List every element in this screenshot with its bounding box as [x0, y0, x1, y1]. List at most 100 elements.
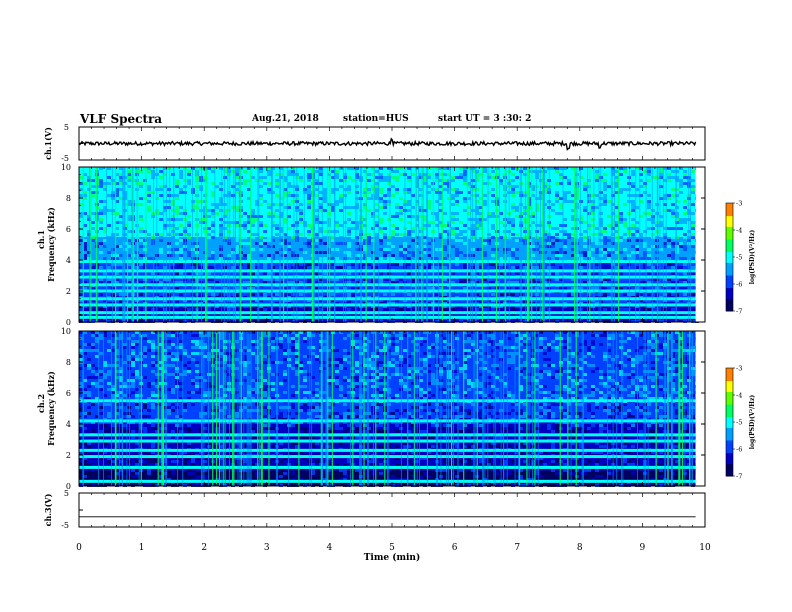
spectrum-cell — [99, 227, 103, 230]
spectrum-cell — [667, 194, 671, 197]
spectrum-cell — [399, 206, 403, 209]
spectrum-cell — [227, 221, 231, 224]
spectrum-cell — [175, 257, 179, 260]
spectrum-cell — [175, 314, 179, 317]
spectrum-cell — [555, 272, 559, 275]
spectrum-cell — [463, 230, 467, 233]
spectrum-cell — [175, 233, 179, 236]
spectrum-cell — [159, 266, 163, 269]
spectrum-cell — [91, 239, 95, 242]
spectrum-cell — [471, 179, 475, 182]
spectrum-cell — [247, 239, 251, 242]
spectrum-cell — [159, 188, 163, 191]
spectrum-cell — [359, 248, 363, 251]
spectrum-cell — [235, 176, 239, 179]
spectrum-cell — [151, 236, 155, 239]
spectrum-cell — [631, 209, 635, 212]
spectrum-cell — [387, 182, 391, 185]
spectrum-cell — [79, 388, 83, 391]
spectrum-cell — [287, 206, 291, 209]
spectrum-cell — [187, 242, 191, 245]
spectrum-cell — [303, 221, 307, 224]
spectrum-cell — [647, 266, 651, 269]
spectrum-cell — [491, 188, 495, 191]
spectrum-cell — [487, 194, 491, 197]
spectrum-cell — [251, 209, 255, 212]
spectrum-cell — [679, 224, 683, 227]
spectrum-cell — [379, 248, 383, 251]
spectrum-cell — [627, 173, 631, 176]
spectrum-cell — [411, 245, 415, 248]
spectrum-cell — [595, 239, 599, 242]
spectrum-cell — [143, 230, 147, 233]
spectrum-cell — [511, 251, 515, 254]
spectrum-cell — [267, 233, 271, 236]
spectrum-cell — [187, 224, 191, 227]
spectrum-cell — [667, 245, 671, 248]
spectrum-cell — [147, 266, 151, 269]
spectrum-cell — [551, 203, 555, 206]
spectrum-cell — [595, 248, 599, 251]
spectrum-cell — [691, 230, 695, 233]
spectrum-cell — [463, 176, 467, 179]
spectrum-cell — [559, 266, 563, 269]
spectrum-cell — [111, 209, 115, 212]
spectrum-cell — [79, 382, 83, 385]
spectrum-cell — [323, 242, 327, 245]
spectrum-cell — [443, 188, 447, 191]
spectrum-cell — [227, 224, 231, 227]
spectrum-cell — [147, 194, 151, 197]
spectrum-cell — [351, 188, 355, 191]
spectrum-cell — [471, 266, 475, 269]
spectrum-cell — [651, 221, 655, 224]
spectrum-cell — [535, 266, 539, 269]
spectrum-cell — [235, 170, 239, 173]
spectrum-cell — [627, 248, 631, 251]
spectrum-cell — [551, 224, 555, 227]
spectrum-cell — [623, 170, 627, 173]
spectrum-cell — [595, 227, 599, 230]
spectrum-cell — [483, 194, 487, 197]
spectrum-cell — [563, 176, 567, 179]
spectrum-cell — [227, 254, 231, 257]
spectrum-cell — [267, 287, 271, 290]
spectrum-cell — [375, 188, 379, 191]
spectrum-cell — [303, 230, 307, 233]
spectrum-cell — [459, 272, 463, 275]
spectrum-cell — [455, 194, 459, 197]
spectrum-cell — [259, 194, 263, 197]
spectrum-cell — [179, 248, 183, 251]
spectrum-cell — [159, 248, 163, 251]
spectrum-cell — [171, 200, 175, 203]
spectrum-cell — [563, 239, 567, 242]
spectrum-cell — [471, 272, 475, 275]
spectrum-cell — [483, 185, 487, 188]
spectrum-cell — [623, 242, 627, 245]
spectrum-cell — [223, 170, 227, 173]
spectrum-cell — [179, 170, 183, 173]
spectrum-cell — [551, 170, 555, 173]
spectrum-cell — [127, 230, 131, 233]
spectrum-cell — [359, 221, 363, 224]
spectrum-cell — [383, 227, 387, 230]
spectrum-cell — [595, 185, 599, 188]
spectrum-cell — [631, 251, 635, 254]
spectrum-cell — [347, 185, 351, 188]
spectrum-cell — [471, 254, 475, 257]
spectrum-cell — [331, 206, 335, 209]
spectrum-cell — [287, 227, 291, 230]
spectrum-cell — [251, 233, 255, 236]
spectrum-cell — [251, 173, 255, 176]
spectrum-cell — [547, 266, 551, 269]
spectrum-cell — [375, 221, 379, 224]
spectrum-cell — [247, 257, 251, 260]
spectrum-cell — [247, 293, 251, 296]
spectrum-cell — [347, 254, 351, 257]
spectrum-cell — [455, 215, 459, 218]
spectrum-cell — [459, 308, 463, 311]
spectrum-cell — [287, 233, 291, 236]
spectrum-cell — [151, 209, 155, 212]
spectrum-cell — [319, 203, 323, 206]
spectrum-cell — [163, 266, 167, 269]
spectrum-cell — [391, 188, 395, 191]
